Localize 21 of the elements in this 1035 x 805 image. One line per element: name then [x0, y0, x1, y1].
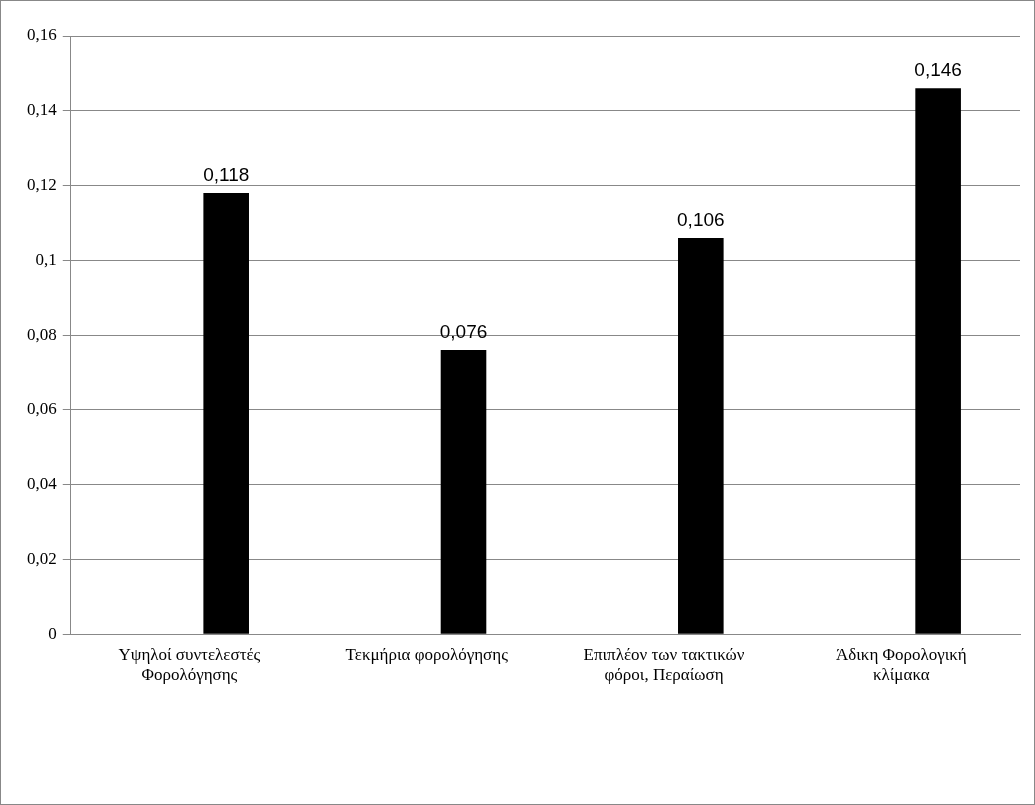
x-tick-label: Τεκμήρια φορολόγησης — [345, 644, 509, 664]
y-tick-label: 0,1 — [35, 249, 57, 269]
data-label: 0,106 — [677, 208, 725, 230]
data-label: 0,076 — [439, 320, 488, 342]
y-tick-label: 0,14 — [27, 100, 58, 120]
x-tick-label: Άδικη Φορολογική κλίμακα — [835, 644, 967, 685]
bar — [915, 88, 961, 634]
y-tick-label: 0,12 — [27, 175, 57, 195]
y-tick-label: 0,04 — [27, 474, 58, 494]
data-label: 0,146 — [914, 59, 962, 81]
data-label: 0,118 — [203, 163, 250, 185]
x-tick-label: Υψηλοί συντελεστές Φορολόγησης — [118, 644, 261, 685]
y-tick-label: 0,06 — [27, 399, 57, 419]
bar — [678, 237, 724, 634]
y-tick-label: 0,16 — [27, 25, 57, 45]
bar — [203, 193, 249, 634]
bar — [440, 350, 487, 634]
y-tick-label: 0,02 — [27, 548, 57, 568]
y-tick-label: 0,08 — [27, 324, 57, 344]
y-tick-label: 0 — [48, 623, 57, 643]
x-tick-label: Επιπλέον των τακτικών φόροι, Περαίωση — [583, 644, 745, 685]
